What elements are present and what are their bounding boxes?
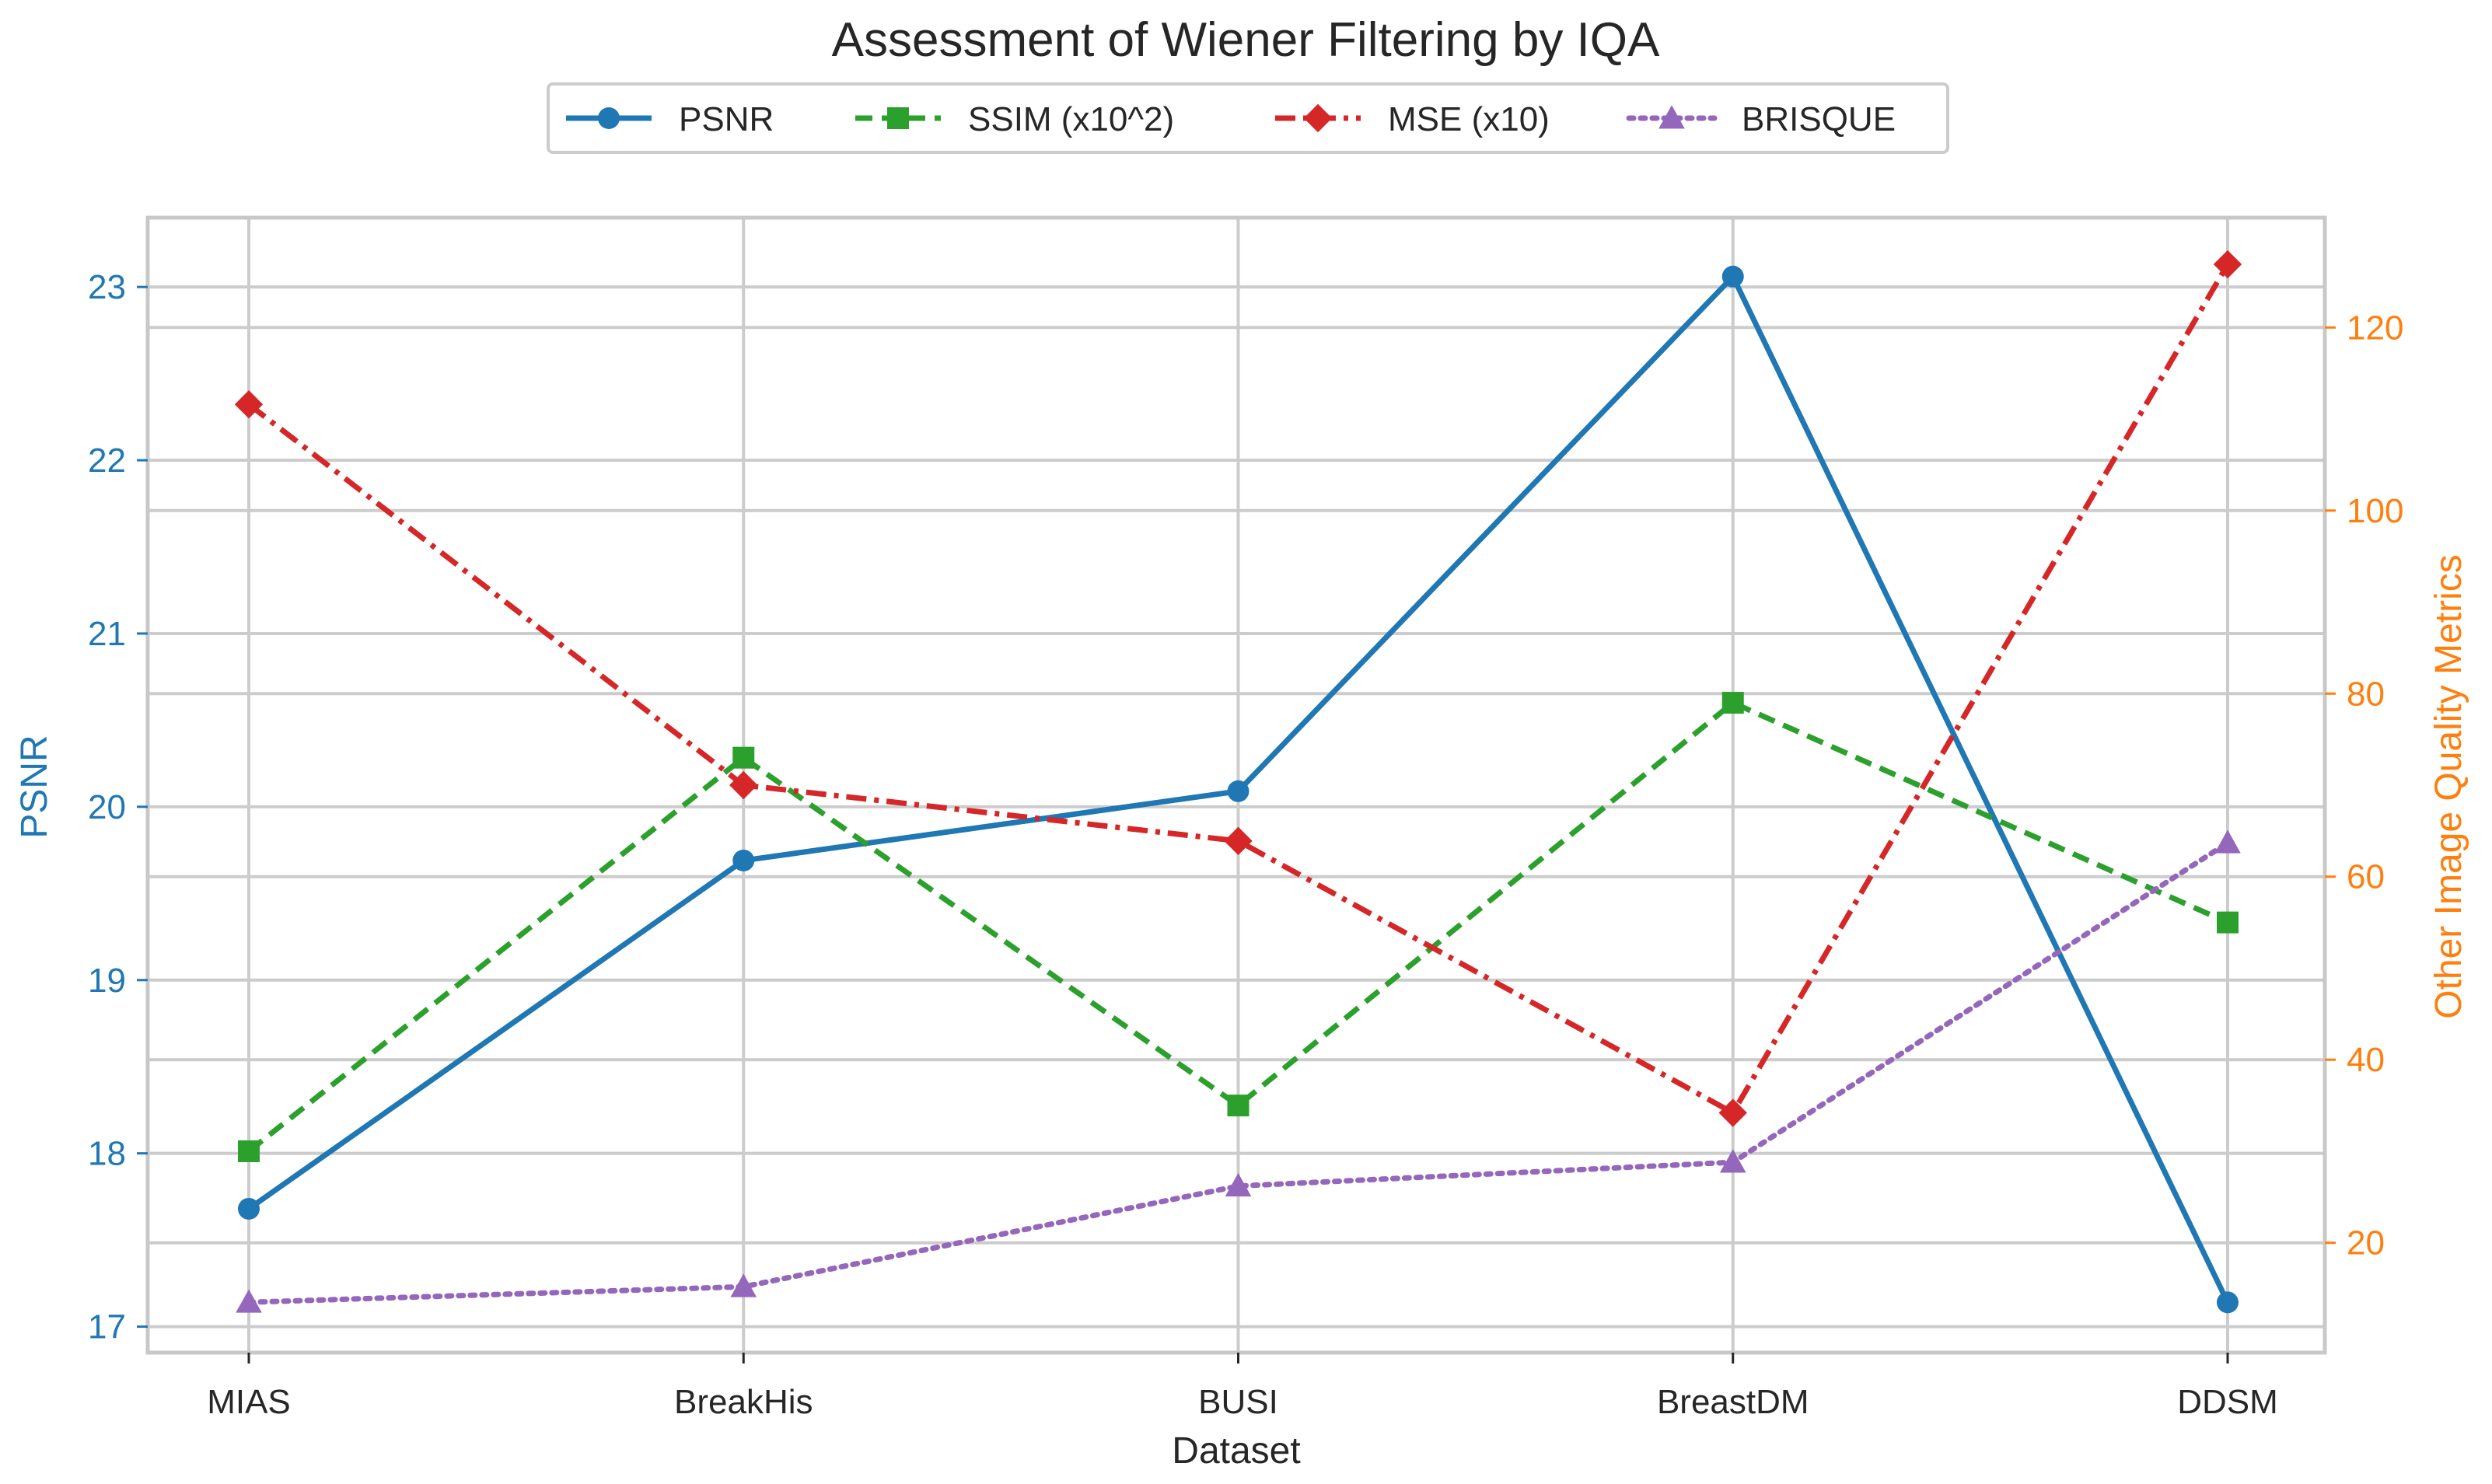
series-brisque [236,829,2241,1313]
y-left-tick-label: 22 [88,442,126,480]
legend-marker-brisque [1658,105,1685,129]
y-left-tick-label: 20 [88,788,126,826]
legend-label-psnr: PSNR [679,100,774,138]
series-line-brisque [246,840,2231,1305]
data-point-brisque [1719,1149,1746,1173]
x-axis-label: Dataset [1172,1430,1300,1472]
y-left-tick-label: 21 [88,615,126,653]
data-point-ssim-x10-2 [732,746,755,769]
x-tick-label: BUSI [1198,1383,1278,1421]
x-tick-labels: MIAS BreakHis BUSI BreastDM DDSM [207,1353,2278,1421]
y-left-tick-label: 19 [88,962,126,1000]
y-right-tick-label: 100 [2347,492,2403,530]
y-left-tick-label: 23 [88,268,126,306]
legend-marker-mse-x10 [1303,103,1333,133]
legend-marker-psnr [598,107,620,129]
series-mse-x10 [234,250,2242,1127]
legend: PSNR SSIM (x10^2) MSE (x10) BRISQUE [547,82,1949,154]
y-right-tick-label: 80 [2347,675,2385,713]
data-point-brisque [2214,829,2241,854]
data-point-mse-x10 [1718,1098,1747,1127]
legend-marker-ssim-x10-2 [887,107,909,129]
data-point-psnr [1227,780,1249,802]
data-point-ssim-x10-2 [1721,692,1744,714]
data-point-brisque [236,1289,262,1313]
y-right-tick-label: 120 [2347,309,2403,347]
series-psnr [238,265,2239,1314]
data-point-psnr [238,1197,260,1220]
legend-box [547,82,1949,154]
legend-label-ssim-x10-2: SSIM (x10^2) [968,100,1174,138]
data-point-psnr [732,849,755,871]
data-point-brisque [1225,1172,1252,1197]
y-left-tick-labels: 17 18 19 20 21 22 23 [88,268,148,1346]
x-tick-label: DDSM [2177,1383,2278,1421]
legend-label-mse-x10: MSE (x10) [1388,100,1550,138]
grid [148,218,2325,1353]
data-point-psnr [2217,1291,2239,1314]
plot-frame [145,215,2327,1355]
data-point-ssim-x10-2 [238,1140,260,1162]
series-ssim-x10-2 [238,692,2239,1162]
y-left-tick-label: 18 [88,1135,126,1173]
x-tick-label: BreastDM [1657,1383,1809,1421]
y-right-tick-label: 40 [2347,1041,2385,1079]
data-point-mse-x10 [729,770,758,800]
x-tick-label: MIAS [207,1383,291,1421]
chart-title: Assessment of Wiener Filtering by IQA [832,13,1660,67]
series-layer [234,250,2242,1314]
data-point-psnr [1721,265,1744,288]
data-point-ssim-x10-2 [2217,911,2239,934]
data-point-mse-x10 [2213,250,2242,279]
data-point-mse-x10 [234,389,264,419]
x-tick-label: BreakHis [674,1383,813,1421]
y-left-axis-label: PSNR [14,735,55,838]
y-left-tick-label: 17 [88,1308,126,1346]
y-right-axis-label: Other Image Quality Metrics [2428,554,2469,1019]
y-right-tick-label: 20 [2347,1224,2385,1262]
data-point-brisque [730,1273,757,1297]
data-point-ssim-x10-2 [1227,1095,1249,1117]
data-point-mse-x10 [1224,826,1253,856]
legend-label-brisque: BRISQUE [1742,100,1896,138]
y-right-tick-label: 60 [2347,858,2385,896]
y-right-tick-labels: 20 40 60 80 100 120 [2325,309,2403,1262]
